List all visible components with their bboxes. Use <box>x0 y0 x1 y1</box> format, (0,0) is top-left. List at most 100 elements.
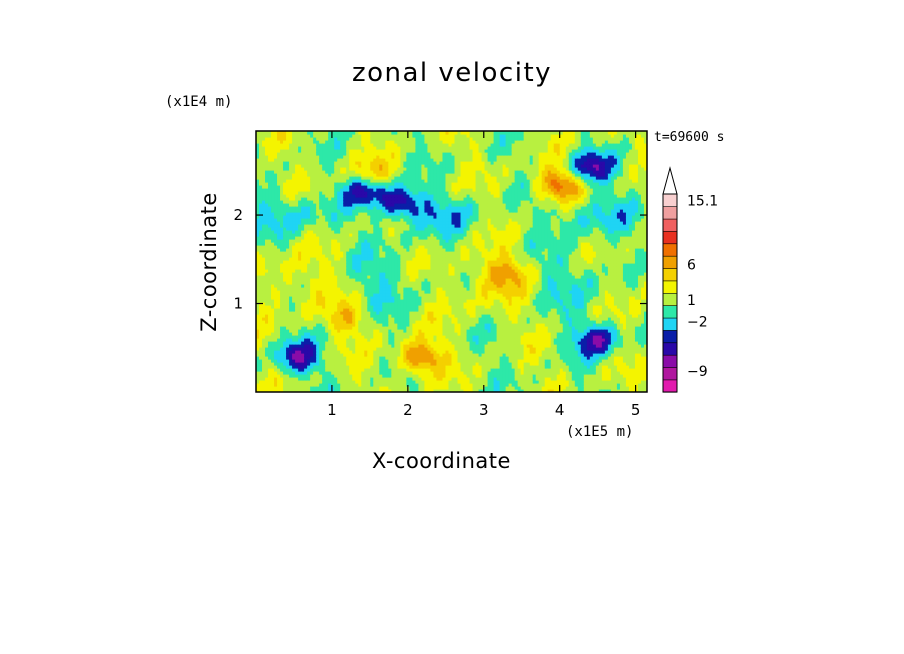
field-cell <box>349 290 353 294</box>
field-cell <box>283 380 287 384</box>
field-cell <box>403 329 407 333</box>
field-cell <box>376 242 380 246</box>
field-cell <box>388 167 392 171</box>
field-cell <box>334 245 338 249</box>
field-cell <box>262 203 266 207</box>
field-cell <box>301 383 305 387</box>
field-cell <box>259 185 263 189</box>
field-cell <box>256 338 260 342</box>
field-cell <box>376 356 380 360</box>
field-cell <box>418 167 423 171</box>
field-cell <box>274 263 278 267</box>
field-cell <box>328 359 332 363</box>
field-cell <box>421 155 426 159</box>
field-cell <box>346 323 350 327</box>
field-cell <box>361 356 365 360</box>
field-cell <box>397 215 401 219</box>
field-cell <box>289 338 293 342</box>
field-cell <box>394 359 398 363</box>
field-cell <box>301 155 305 159</box>
field-cell <box>391 188 395 192</box>
field-cell <box>298 332 302 336</box>
field-cell <box>322 278 326 282</box>
field-cell <box>262 356 266 360</box>
field-cell <box>319 227 323 231</box>
field-cell <box>256 383 260 387</box>
field-cell <box>376 146 380 150</box>
field-cell <box>286 275 290 279</box>
field-cell <box>415 146 420 150</box>
field-cell <box>409 314 413 318</box>
field-cell <box>394 242 398 246</box>
field-cell <box>307 251 311 255</box>
field-cell <box>274 320 278 324</box>
field-cell <box>286 302 290 306</box>
field-cell <box>406 167 410 171</box>
field-cell <box>358 188 362 192</box>
field-cell <box>394 365 398 369</box>
field-cell <box>379 302 383 306</box>
field-cell <box>262 209 266 213</box>
field-cell <box>376 344 380 348</box>
field-cell <box>367 149 371 153</box>
field-cell <box>268 221 272 225</box>
field-cell <box>343 152 347 156</box>
field-cell <box>412 170 417 174</box>
field-cell <box>382 209 386 213</box>
field-cell <box>259 191 263 195</box>
field-cell <box>262 131 266 135</box>
field-cell <box>268 314 272 318</box>
field-cell <box>409 218 413 222</box>
field-cell <box>331 236 335 240</box>
field-cell <box>409 227 413 231</box>
field-cell <box>259 212 263 216</box>
field-cell <box>421 320 426 324</box>
field-cell <box>292 269 296 273</box>
field-cell <box>376 338 380 342</box>
field-cell <box>361 371 365 375</box>
field-cell <box>262 377 266 381</box>
field-cell <box>373 218 377 222</box>
field-cell <box>313 167 317 171</box>
field-cell <box>367 368 371 372</box>
field-cell <box>331 275 335 279</box>
field-cell <box>298 263 302 267</box>
field-cell <box>388 380 392 384</box>
field-cell <box>364 383 368 387</box>
field-cell <box>340 239 344 243</box>
field-cell <box>286 245 290 249</box>
field-cell <box>277 281 281 285</box>
field-cell <box>379 326 383 330</box>
field-cell <box>358 143 362 147</box>
field-cell <box>397 197 401 201</box>
field-cell <box>256 281 260 285</box>
field-cell <box>319 185 323 189</box>
field-cell <box>370 266 374 270</box>
field-cell <box>385 350 389 354</box>
field-cell <box>415 227 420 231</box>
field-cell <box>388 296 392 300</box>
field-cell <box>358 140 362 144</box>
field-cell <box>256 305 260 309</box>
field-cell <box>352 137 356 141</box>
field-cell <box>391 230 395 234</box>
field-cell <box>298 143 302 147</box>
field-cell <box>364 236 368 240</box>
field-cell <box>412 218 417 222</box>
field-cell <box>259 269 263 273</box>
field-cell <box>364 206 368 210</box>
field-cell <box>307 269 311 273</box>
field-cell <box>415 272 420 276</box>
field-cell <box>334 221 338 225</box>
field-cell <box>259 254 263 258</box>
field-cell <box>415 233 420 237</box>
field-cell <box>373 263 377 267</box>
field-cell <box>415 212 420 216</box>
field-cell <box>289 335 293 339</box>
field-cell <box>286 233 290 237</box>
field-cell <box>391 311 395 315</box>
field-cell <box>364 296 368 300</box>
field-cell <box>421 239 426 243</box>
field-cell <box>373 374 377 378</box>
field-cell <box>418 146 423 150</box>
